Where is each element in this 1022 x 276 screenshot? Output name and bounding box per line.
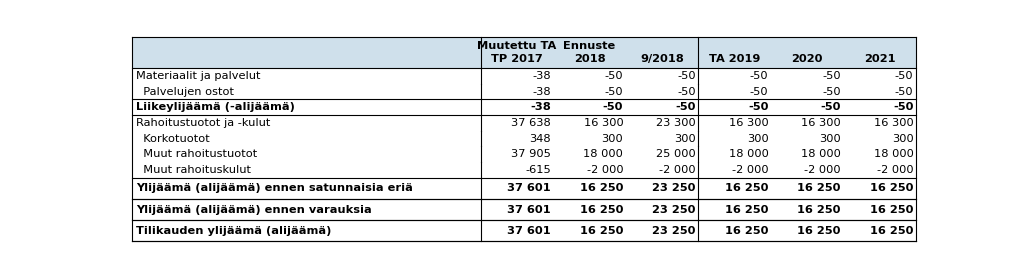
Text: -50: -50 <box>678 86 696 97</box>
Text: 300: 300 <box>747 134 769 144</box>
Text: 300: 300 <box>820 134 841 144</box>
Text: 16 250: 16 250 <box>725 184 769 193</box>
Text: 16 250: 16 250 <box>870 184 914 193</box>
Text: 37 638: 37 638 <box>511 118 551 128</box>
Text: -38: -38 <box>530 102 551 112</box>
Text: 2018: 2018 <box>573 54 605 64</box>
Text: 18 000: 18 000 <box>801 149 841 159</box>
Text: 18 000: 18 000 <box>729 149 769 159</box>
Text: -50: -50 <box>603 102 623 112</box>
Text: 300: 300 <box>602 134 623 144</box>
Text: -38: -38 <box>532 86 551 97</box>
Text: -50: -50 <box>895 71 914 81</box>
Text: 16 250: 16 250 <box>870 205 914 215</box>
Text: 23 250: 23 250 <box>652 184 696 193</box>
Text: 37 601: 37 601 <box>507 205 551 215</box>
Text: 37 601: 37 601 <box>507 184 551 193</box>
Text: 23 300: 23 300 <box>656 118 696 128</box>
Text: Ennuste: Ennuste <box>563 41 615 51</box>
Text: -50: -50 <box>605 71 623 81</box>
Text: Muut rahoitustuotot: Muut rahoitustuotot <box>137 149 258 159</box>
Text: Materiaalit ja palvelut: Materiaalit ja palvelut <box>137 71 261 81</box>
Text: -2 000: -2 000 <box>659 165 696 175</box>
Text: -2 000: -2 000 <box>732 165 769 175</box>
Text: 16 250: 16 250 <box>870 226 914 236</box>
Text: -50: -50 <box>821 102 841 112</box>
Text: -2 000: -2 000 <box>804 165 841 175</box>
Text: 16 250: 16 250 <box>579 226 623 236</box>
Text: Korkotuotot: Korkotuotot <box>137 134 211 144</box>
Text: -50: -50 <box>750 86 769 97</box>
Text: 16 300: 16 300 <box>801 118 841 128</box>
Text: Rahoitustuotot ja -kulut: Rahoitustuotot ja -kulut <box>137 118 271 128</box>
Text: 16 300: 16 300 <box>584 118 623 128</box>
Text: 23 250: 23 250 <box>652 205 696 215</box>
Text: Muut rahoituskulut: Muut rahoituskulut <box>137 165 251 175</box>
Text: 37 601: 37 601 <box>507 226 551 236</box>
Text: 300: 300 <box>892 134 914 144</box>
Text: -50: -50 <box>748 102 769 112</box>
Text: -2 000: -2 000 <box>587 165 623 175</box>
Text: -50: -50 <box>895 86 914 97</box>
Text: 25 000: 25 000 <box>656 149 696 159</box>
Text: -50: -50 <box>678 71 696 81</box>
Text: Liikeylijäämä (-alijäämä): Liikeylijäämä (-alijäämä) <box>137 102 295 112</box>
Text: 9/2018: 9/2018 <box>640 54 684 64</box>
Text: TA 2019: TA 2019 <box>709 54 760 64</box>
Text: 16 250: 16 250 <box>579 184 623 193</box>
Text: 16 300: 16 300 <box>729 118 769 128</box>
Text: -50: -50 <box>893 102 914 112</box>
Text: 16 250: 16 250 <box>725 226 769 236</box>
Text: Ylijäämä (alijäämä) ennen varauksia: Ylijäämä (alijäämä) ennen varauksia <box>137 205 372 215</box>
Text: 37 905: 37 905 <box>511 149 551 159</box>
Text: 23 250: 23 250 <box>652 226 696 236</box>
Text: -50: -50 <box>823 71 841 81</box>
Text: -50: -50 <box>750 71 769 81</box>
Text: -615: -615 <box>525 165 551 175</box>
Text: Palvelujen ostot: Palvelujen ostot <box>137 86 234 97</box>
Bar <box>132 37 916 68</box>
Text: 2020: 2020 <box>791 54 823 64</box>
Text: Muutettu TA: Muutettu TA <box>477 41 557 51</box>
Text: -2 000: -2 000 <box>877 165 914 175</box>
Text: 16 250: 16 250 <box>797 184 841 193</box>
Text: 16 250: 16 250 <box>797 226 841 236</box>
Text: 16 300: 16 300 <box>874 118 914 128</box>
Text: 18 000: 18 000 <box>874 149 914 159</box>
Text: Tilikauden ylijäämä (alijäämä): Tilikauden ylijäämä (alijäämä) <box>137 226 332 236</box>
Text: -38: -38 <box>532 71 551 81</box>
Text: Ylijäämä (alijäämä) ennen satunnaisia eriä: Ylijäämä (alijäämä) ennen satunnaisia er… <box>137 184 413 193</box>
Text: TP 2017: TP 2017 <box>491 54 543 64</box>
Text: -50: -50 <box>823 86 841 97</box>
Text: -50: -50 <box>605 86 623 97</box>
Text: 16 250: 16 250 <box>725 205 769 215</box>
Text: 16 250: 16 250 <box>579 205 623 215</box>
Text: 300: 300 <box>675 134 696 144</box>
Text: -50: -50 <box>676 102 696 112</box>
Text: 16 250: 16 250 <box>797 205 841 215</box>
Text: 348: 348 <box>529 134 551 144</box>
Text: 18 000: 18 000 <box>584 149 623 159</box>
Text: 2021: 2021 <box>864 54 895 64</box>
